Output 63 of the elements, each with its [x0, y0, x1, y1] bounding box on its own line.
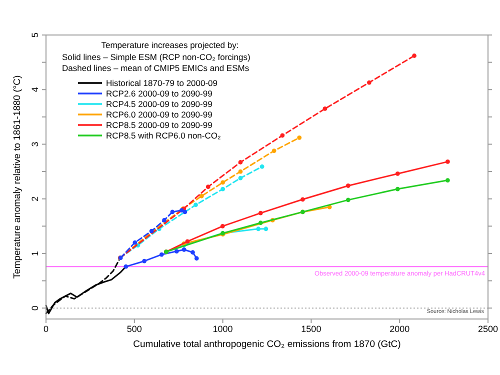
point	[194, 256, 199, 261]
point	[185, 239, 190, 244]
point	[346, 198, 350, 202]
x-tick-label: 0	[43, 324, 49, 334]
x-tick-label: 2000	[390, 324, 410, 334]
y-tick-label: 4	[30, 87, 40, 92]
point	[142, 258, 146, 264]
point	[238, 169, 243, 174]
point	[395, 172, 400, 176]
y-axis-title: Temperature anomaly relative to 1861-1880 (°C)	[12, 75, 23, 279]
point	[238, 176, 243, 180]
point	[264, 226, 268, 232]
annotation: Solid lines – Simple ESM (RCP non-CO₂ forcings)	[62, 52, 250, 62]
x-tick-label: 1000	[212, 324, 233, 334]
y-tick-label: 5	[30, 32, 40, 38]
point	[124, 264, 128, 269]
point	[220, 180, 225, 185]
point	[297, 135, 302, 140]
point	[194, 202, 198, 208]
point	[132, 240, 138, 245]
point	[162, 218, 166, 222]
x-tick-label: 500	[126, 324, 142, 334]
point	[256, 226, 261, 232]
legend-label: RCP6.0 2000-09 to 2090-99	[106, 110, 213, 120]
y-tick-label: 2	[30, 196, 40, 202]
legend-label: RCP8.5 with RCP6.0 non-CO₂	[106, 130, 221, 140]
point	[182, 247, 186, 252]
point	[258, 220, 263, 226]
legend-title: Temperature increases projected by:	[101, 40, 239, 50]
point	[280, 133, 285, 138]
point	[300, 197, 305, 202]
point	[260, 164, 264, 169]
legend-label: RCP2.6 2000-09 to 2090-99	[106, 88, 213, 98]
line-series	[45, 257, 122, 314]
point	[170, 210, 175, 214]
point	[182, 210, 188, 214]
y-tick-label: 1	[30, 250, 40, 256]
point	[199, 194, 204, 198]
point	[220, 224, 225, 228]
y-tick-label: 3	[30, 142, 40, 147]
point	[272, 148, 276, 153]
legend-label: RCP8.5 2000-09 to 2090-99	[106, 120, 213, 130]
legend-label: Historical 1870-79 to 2000-09	[106, 78, 218, 88]
point	[258, 210, 263, 216]
legend-label: RCP4.5 2000-09 to 2090-99	[106, 99, 213, 109]
point	[445, 178, 450, 182]
point	[395, 186, 400, 192]
x-tick-label: 2500	[478, 324, 498, 334]
point	[366, 80, 372, 85]
point	[220, 186, 225, 192]
annotation: Dashed lines – mean of CMIP5 EMICs and ESMs	[62, 63, 250, 73]
point	[322, 106, 328, 111]
point	[238, 160, 243, 164]
point	[206, 184, 210, 190]
point	[159, 252, 164, 257]
point	[174, 249, 179, 254]
point	[346, 184, 350, 188]
x-axis-title: Cumulative total anthropogenic CO₂ emissions from 1870 (GtC)	[133, 339, 401, 350]
x-tick-label: 1500	[301, 324, 322, 334]
point	[412, 54, 416, 58]
point	[190, 250, 195, 255]
y-tick-label: 0	[30, 306, 40, 311]
point	[445, 160, 450, 164]
